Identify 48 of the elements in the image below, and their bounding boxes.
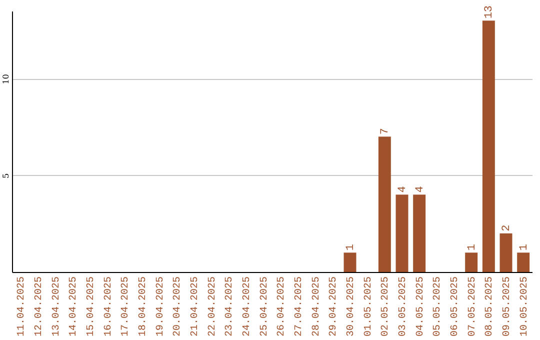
data-label: 7 [380,128,392,135]
x-tick-label: 12.04.2025 [34,276,45,337]
x-tick-label: 04.05.2025 [415,276,426,337]
bar [396,194,408,272]
x-tick-label: 22.04.2025 [207,276,218,337]
x-tick-label: 01.05.2025 [363,276,374,337]
x-tick-label: 18.04.2025 [138,276,149,337]
x-tick-label: 21.04.2025 [190,276,201,337]
y-tick-label: 10 [2,74,10,84]
data-label: 13 [484,5,496,19]
data-label: 4 [397,186,409,193]
bar [465,252,478,272]
x-tick-label: 13.04.2025 [51,276,62,337]
data-label: 1 [345,244,357,251]
x-tick-label: 11.04.2025 [16,276,28,337]
data-label: 1 [466,244,478,251]
x-tick-label: 02.05.2025 [380,276,392,337]
bar [500,233,512,272]
x-tick-label: 25.04.2025 [259,276,270,337]
x-tick-label: 10.05.2025 [519,276,530,337]
x-tick-label: 27.04.2025 [294,276,305,337]
bar [413,194,426,272]
data-label: 4 [414,186,426,193]
x-tick-label: 19.04.2025 [155,276,166,337]
x-tick-label: 09.05.2025 [502,276,513,337]
x-tick-label: 26.04.2025 [276,276,288,337]
data-label: 2 [501,224,513,232]
x-tick-label: 03.05.2025 [398,276,409,337]
x-tick-label: 15.04.2025 [86,276,97,337]
x-tick-label: 28.04.2025 [311,276,322,337]
x-tick-label: 05.05.2025 [432,276,444,337]
bar [378,136,391,272]
x-tick-label: 08.05.2025 [484,276,496,337]
x-tick-label: 06.05.2025 [450,276,461,337]
x-tick-label: 20.04.2025 [172,276,184,337]
x-tick-label: 29.04.2025 [328,276,340,337]
x-tick-label: 14.04.2025 [68,276,80,337]
x-tick-label: 23.04.2025 [224,276,236,337]
y-tick-label: 5 [2,173,10,178]
x-tick-label: 30.04.2025 [346,276,357,337]
bar [344,252,356,272]
data-label: 1 [518,244,530,251]
x-tick-label: 07.05.2025 [467,276,478,337]
x-tick-label: 17.04.2025 [120,276,132,337]
x-tick-label: 16.04.2025 [103,276,114,337]
x-tick-label: 24.04.2025 [242,276,253,337]
bar [482,20,495,272]
bar [517,252,530,272]
